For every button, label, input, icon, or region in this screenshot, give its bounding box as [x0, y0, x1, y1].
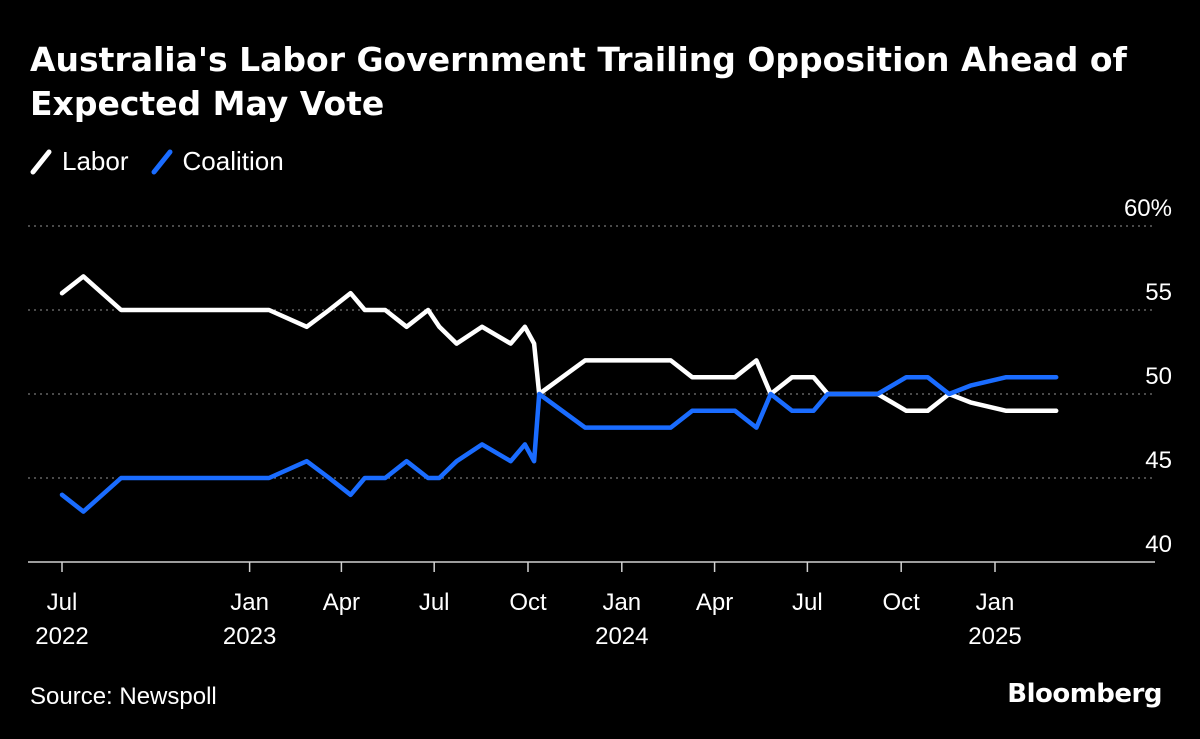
y-tick-label-40: 40: [1145, 531, 1172, 558]
series-line-coalition: [59, 374, 1059, 514]
x-tick-label-5: Jan: [602, 589, 641, 616]
x-tick-year-label-1: 2023: [223, 623, 276, 650]
legend-swatch-coalition: [151, 149, 172, 174]
bloomberg-logo: Bloomberg: [1007, 679, 1162, 709]
source-note: Source: Newspoll: [30, 683, 217, 710]
x-tick-label-4: Oct: [509, 589, 547, 616]
x-tick-year-label-9: 2025: [968, 623, 1021, 650]
chart-title: Australia's Labor Government Trailing Op…: [30, 40, 1127, 123]
x-tick-label-2: Apr: [323, 589, 360, 616]
y-tick-label-45: 45: [1145, 447, 1172, 474]
x-tick-year-label-0: 2022: [35, 623, 88, 650]
legend-label-labor: Labor: [62, 146, 129, 176]
x-tick-label-1: Jan: [230, 589, 269, 616]
x-tick-label-0: Jul: [47, 589, 78, 616]
y-tick-label-60: 60%: [1124, 195, 1172, 222]
y-tick-label-55: 55: [1145, 279, 1172, 306]
x-tick-label-8: Oct: [883, 589, 921, 616]
legend-item-coalition: Coalition: [151, 146, 284, 177]
x-tick-label-9: Jan: [976, 589, 1015, 616]
legend-swatch-labor: [30, 149, 52, 174]
y-tick-label-50: 50: [1145, 363, 1172, 390]
x-tick-label-7: Jul: [792, 589, 823, 616]
legend-item-labor: Labor: [30, 146, 129, 177]
x-tick-year-label-5: 2024: [595, 623, 648, 650]
series-line-labor: [59, 274, 1059, 414]
x-tick-label-3: Jul: [419, 589, 450, 616]
x-tick-label-6: Apr: [696, 589, 733, 616]
legend-label-coalition: Coalition: [182, 146, 284, 176]
legend: Labor Coalition: [30, 146, 306, 177]
